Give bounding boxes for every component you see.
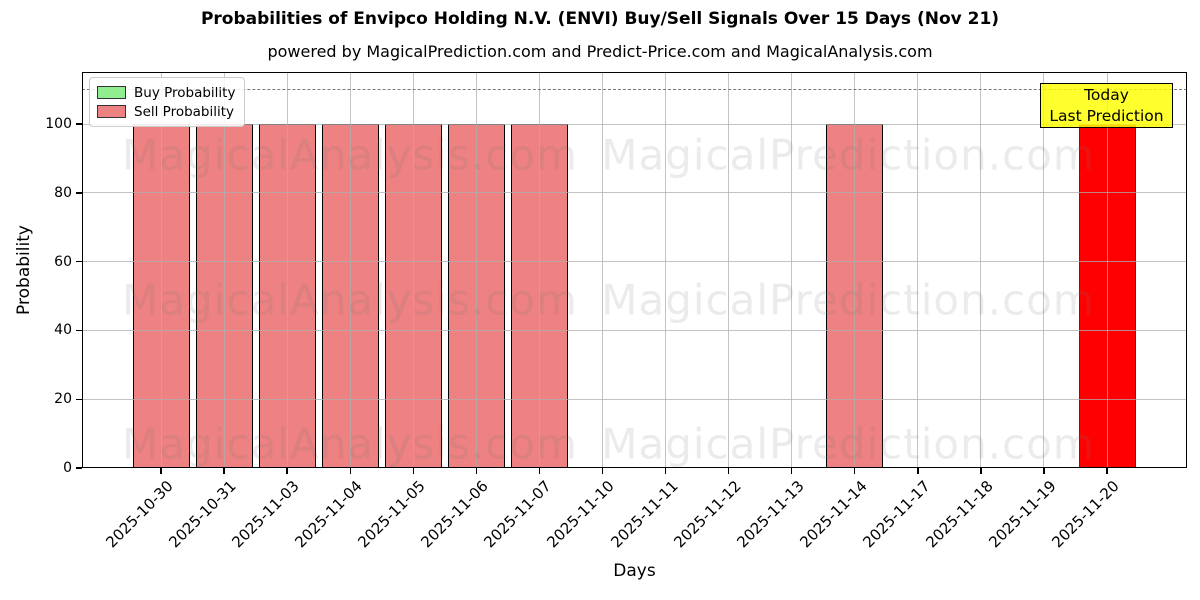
x-tick-label: 2025-10-30 (102, 477, 177, 552)
v-gridline (412, 72, 414, 468)
sell-probability-bar (510, 124, 568, 468)
x-tick-label: 2025-10-31 (165, 477, 240, 552)
watermark-text: MagicalAnalysis.com (122, 275, 578, 325)
x-tick-label: 2025-11-05 (354, 477, 429, 552)
v-gridline (791, 72, 793, 468)
x-tick-mark (475, 468, 478, 474)
x-tick-mark (917, 468, 919, 474)
x-tick-mark (1106, 468, 1108, 474)
v-gridline (601, 72, 603, 468)
y-tick-label: 60 (54, 253, 72, 270)
x-tick-mark (980, 468, 982, 474)
x-tick-mark (223, 468, 225, 474)
h-gridline (82, 329, 1187, 331)
today-annotation-line2: Last Prediction (1049, 107, 1164, 125)
sell-probability-bar (447, 124, 505, 468)
x-tick-mark (538, 468, 541, 474)
grid-layer (82, 72, 1187, 468)
y-tick-label: 40 (54, 322, 72, 339)
legend-row-buy: Buy Probability (97, 83, 235, 102)
axes-border (82, 72, 1187, 468)
chart-subtitle: powered by MagicalPrediction.com and Pre… (267, 42, 933, 61)
v-gridline (728, 72, 730, 468)
v-gridline (160, 72, 162, 468)
x-tick-label: 2025-11-11 (606, 477, 682, 552)
y-tick-mark (76, 123, 82, 125)
x-tick-mark (791, 468, 793, 474)
x-tick-label: 2025-11-10 (543, 477, 619, 552)
v-gridline (1043, 72, 1045, 468)
x-tick-label: 2025-11-04 (291, 477, 366, 552)
x-tick-mark (854, 468, 856, 474)
x-tick-mark (727, 468, 730, 474)
sell-probability-bar (321, 124, 379, 468)
legend-row-sell: Sell Probability (97, 102, 235, 121)
v-gridline (223, 72, 225, 468)
watermark-layer: MagicalAnalysis.com MagicalPrediction.com… (82, 72, 1187, 469)
today-annotation: Today Last Prediction (1040, 83, 1173, 128)
x-tick-label: 2025-11-19 (985, 477, 1060, 552)
x-tick-mark (412, 468, 414, 474)
x-tick-mark (349, 468, 351, 474)
v-gridline (475, 72, 477, 468)
h-gridline (82, 123, 1187, 125)
x-tick-mark (601, 468, 604, 474)
sell-probability-bar (384, 124, 442, 468)
y-tick-label: 100 (45, 116, 72, 133)
v-gridline (538, 72, 540, 468)
x-tick-label: 2025-11-06 (417, 477, 493, 552)
buy-probability-swatch (97, 86, 126, 99)
x-tick-label: 2025-11-14 (796, 477, 871, 552)
today-annotation-line1: Today (1084, 86, 1129, 104)
x-tick-label: 2025-11-03 (228, 477, 303, 552)
v-gridline (349, 72, 351, 468)
y-tick-label: 0 (63, 460, 72, 476)
watermark-text: MagicalAnalysis.com (122, 419, 578, 469)
y-tick-label: 20 (54, 391, 72, 408)
x-tick-label: 2025-11-17 (859, 477, 934, 552)
sell-probability-bar (195, 124, 253, 468)
buy-probability-label: Buy Probability (134, 84, 236, 101)
v-gridline (286, 72, 288, 468)
watermark-text: MagicalAnalysis.com (122, 130, 578, 180)
sell-probability-label: Sell Probability (134, 103, 235, 120)
x-tick-label: 2025-11-13 (733, 477, 808, 552)
v-gridline (1106, 72, 1108, 468)
y-tick-mark (76, 329, 82, 332)
chart-title: Probabilities of Envipco Holding N.V. (E… (200, 9, 1000, 29)
v-gridline (665, 72, 667, 468)
legend: Buy Probability Sell Probability (89, 77, 246, 127)
x-axis-label: Days (613, 561, 656, 581)
x-tick-label: 2025-11-20 (1048, 477, 1123, 552)
x-tick-mark (1043, 468, 1045, 474)
watermark-text: MagicalPrediction.com (601, 130, 1095, 180)
v-gridline (854, 72, 856, 468)
watermark-text: MagicalPrediction.com (601, 275, 1095, 325)
x-tick-mark (160, 468, 162, 474)
today-prediction-bar (1078, 124, 1136, 468)
h-gridline (82, 192, 1187, 194)
plot-area: MagicalAnalysis.com MagicalPrediction.com… (82, 72, 1187, 469)
h-gridline (82, 398, 1187, 400)
sell-probability-swatch (97, 105, 126, 118)
y-tick-label: 80 (54, 184, 72, 201)
y-tick-mark (76, 467, 82, 469)
y-tick-mark (76, 260, 82, 263)
v-gridline (980, 72, 982, 468)
y-tick-mark (76, 398, 82, 400)
bars-layer (82, 72, 1187, 468)
x-tick-mark (286, 468, 288, 474)
sell-probability-bar (132, 124, 190, 468)
y-tick-mark (76, 192, 82, 194)
h-gridline (82, 261, 1187, 263)
watermark-text: MagicalPrediction.com (601, 419, 1095, 469)
sell-probability-bar (258, 124, 316, 468)
dashed-threshold-line (82, 88, 1187, 90)
x-tick-label: 2025-11-18 (922, 477, 997, 552)
x-tick-mark (664, 468, 667, 474)
sell-probability-bar (826, 124, 884, 468)
v-gridline (917, 72, 919, 468)
